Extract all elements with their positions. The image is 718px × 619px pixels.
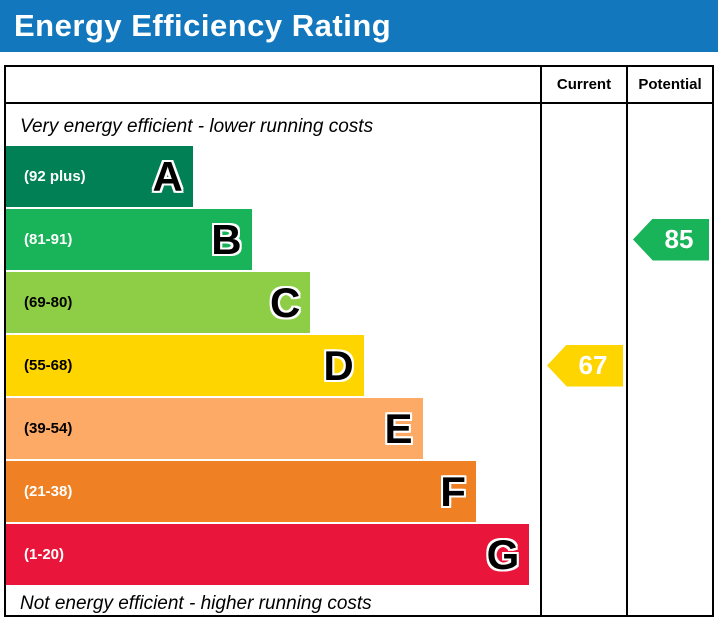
potential-rating-pointer-icon: 85 <box>633 218 709 261</box>
current-rating-column: 67 <box>540 104 626 615</box>
band-bar-e: (39-54) E <box>6 398 423 459</box>
band-letter: G <box>486 530 520 578</box>
band-range-label: (69-80) <box>24 294 73 311</box>
band-range-label: (21-38) <box>24 483 73 500</box>
band-row-b: (81-91) B <box>6 209 540 272</box>
rating-chart: Current Potential Very energy efficient … <box>4 65 714 617</box>
band-row-c: (69-80) C <box>6 272 540 335</box>
top-note: Very energy efficient - lower running co… <box>20 116 374 137</box>
current-rating-pointer-icon: 67 <box>547 344 623 387</box>
potential-rating-value: 85 <box>664 224 694 254</box>
band-letter: D <box>323 341 354 389</box>
band-bar-a: (92 plus) A <box>6 146 193 207</box>
band-letter: F <box>440 467 466 515</box>
band-range-label: (39-54) <box>24 420 73 437</box>
band-bar-f: (21-38) F <box>6 461 476 522</box>
band-range-label: (81-91) <box>24 231 73 248</box>
chart-body: Very energy efficient - lower running co… <box>6 104 712 615</box>
bottom-note: Not energy efficient - higher running co… <box>20 593 372 614</box>
band-range-label: (55-68) <box>24 357 73 374</box>
band-range-label: (92 plus) <box>24 168 86 185</box>
band-letter: A <box>152 152 183 200</box>
header-spacer <box>6 67 540 102</box>
rating-bands: (92 plus) A (81-91) B (69-80) C <box>6 146 540 587</box>
band-bar-b: (81-91) B <box>6 209 252 270</box>
band-range-label: (1-20) <box>24 546 65 563</box>
band-bar-g: (1-20) G <box>6 524 530 585</box>
band-letter: B <box>211 215 242 263</box>
bands-area: Very energy efficient - lower running co… <box>6 104 540 615</box>
page-title: Energy Efficiency Rating <box>14 8 392 43</box>
title-bar: Energy Efficiency Rating <box>0 0 718 52</box>
band-row-f: (21-38) F <box>6 461 540 524</box>
current-rating-value: 67 <box>578 350 608 380</box>
column-header-row: Current Potential <box>6 67 712 104</box>
band-row-d: (55-68) D <box>6 335 540 398</box>
potential-column-header: Potential <box>626 67 712 102</box>
band-row-g: (1-20) G <box>6 524 540 587</box>
current-column-header: Current <box>540 67 626 102</box>
band-row-a: (92 plus) A <box>6 146 540 209</box>
band-row-e: (39-54) E <box>6 398 540 461</box>
band-bar-d: (55-68) D <box>6 335 364 396</box>
band-letter: E <box>384 404 413 452</box>
potential-rating-column: 85 <box>626 104 712 615</box>
band-letter: C <box>270 278 301 326</box>
band-bar-c: (69-80) C <box>6 272 311 333</box>
